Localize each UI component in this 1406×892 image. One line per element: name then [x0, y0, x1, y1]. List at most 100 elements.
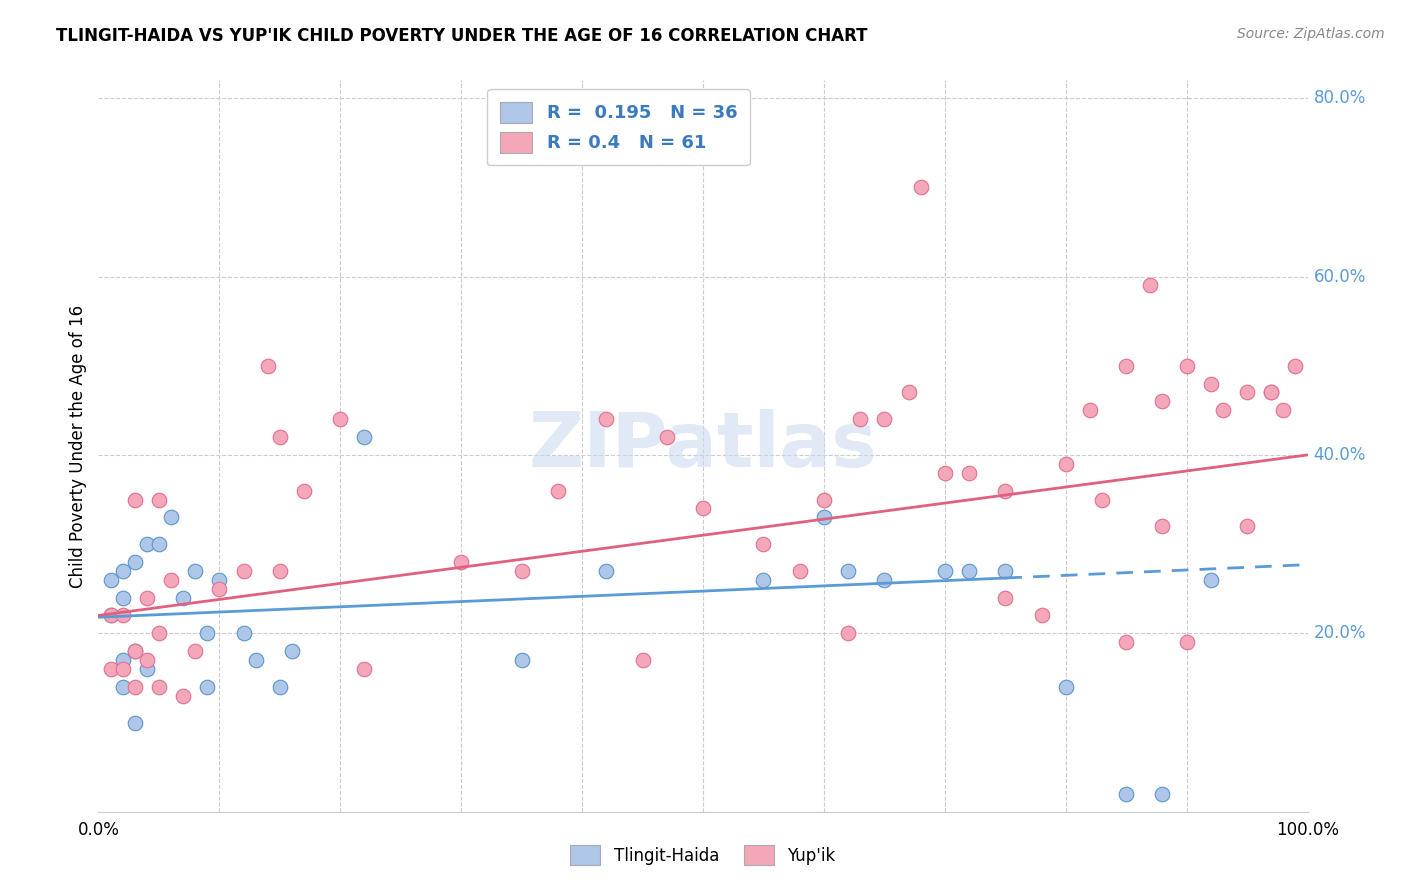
Point [184, 644, 207, 658]
Point [148, 492, 170, 507]
Point [1236, 385, 1258, 400]
Point [510, 564, 533, 578]
Point [245, 653, 267, 667]
Point [547, 483, 569, 498]
Point [124, 644, 146, 658]
Point [510, 653, 533, 667]
Point [172, 591, 194, 605]
Point [135, 591, 157, 605]
Point [910, 180, 932, 194]
Point [100, 573, 122, 587]
Point [897, 385, 920, 400]
Point [124, 644, 146, 658]
Point [111, 680, 134, 694]
Point [957, 564, 980, 578]
Point [1199, 376, 1222, 391]
Point [111, 608, 134, 623]
Point [450, 555, 472, 569]
Point [1139, 278, 1161, 293]
Point [837, 564, 859, 578]
Point [111, 662, 134, 676]
Point [148, 537, 170, 551]
Point [873, 573, 896, 587]
Point [692, 501, 714, 516]
Point [752, 537, 775, 551]
Text: 80.0%: 80.0% [1313, 89, 1367, 107]
Point [124, 715, 146, 730]
Point [232, 626, 254, 640]
Point [1152, 519, 1174, 533]
Text: 40.0%: 40.0% [1313, 446, 1367, 464]
Point [1260, 385, 1282, 400]
Point [111, 564, 134, 578]
Legend: Tlingit-Haida, Yup'ik: Tlingit-Haida, Yup'ik [561, 836, 845, 875]
Point [135, 653, 157, 667]
Point [1175, 635, 1198, 649]
Point [1152, 394, 1174, 409]
Point [124, 492, 146, 507]
Point [195, 680, 218, 694]
Point [124, 555, 146, 569]
Point [111, 653, 134, 667]
Text: Source: ZipAtlas.com: Source: ZipAtlas.com [1237, 27, 1385, 41]
Point [100, 662, 122, 676]
Point [1284, 359, 1306, 373]
Point [1091, 492, 1114, 507]
Point [934, 466, 956, 480]
Point [353, 430, 375, 444]
Text: ZIPatlas: ZIPatlas [529, 409, 877, 483]
Point [111, 591, 134, 605]
Point [1115, 635, 1137, 649]
Point [292, 483, 315, 498]
Point [184, 564, 207, 578]
Point [595, 412, 617, 426]
Point [849, 412, 872, 426]
Point [994, 591, 1017, 605]
Point [329, 412, 352, 426]
Point [208, 573, 231, 587]
Point [813, 492, 835, 507]
Point [353, 662, 375, 676]
Point [124, 680, 146, 694]
Point [232, 564, 254, 578]
Point [1031, 608, 1053, 623]
Text: TLINGIT-HAIDA VS YUP'IK CHILD POVERTY UNDER THE AGE OF 16 CORRELATION CHART: TLINGIT-HAIDA VS YUP'IK CHILD POVERTY UN… [56, 27, 868, 45]
Point [135, 662, 157, 676]
Point [994, 483, 1017, 498]
Point [1175, 359, 1198, 373]
Point [595, 564, 617, 578]
Point [873, 412, 896, 426]
Point [934, 564, 956, 578]
Point [1115, 787, 1137, 801]
Point [1054, 680, 1077, 694]
Point [1260, 385, 1282, 400]
Text: 60.0%: 60.0% [1313, 268, 1367, 285]
Legend: R =  0.195   N = 36, R = 0.4   N = 61: R = 0.195 N = 36, R = 0.4 N = 61 [486, 89, 749, 165]
Point [269, 680, 291, 694]
Point [195, 626, 218, 640]
Point [1115, 359, 1137, 373]
Point [208, 582, 231, 596]
Point [1054, 457, 1077, 471]
Point [160, 573, 183, 587]
Point [813, 510, 835, 524]
Point [1078, 403, 1101, 417]
Point [148, 626, 170, 640]
Point [269, 564, 291, 578]
Point [631, 653, 654, 667]
Point [789, 564, 811, 578]
Point [1152, 787, 1174, 801]
Point [160, 510, 183, 524]
Point [655, 430, 678, 444]
Point [269, 430, 291, 444]
Point [837, 626, 859, 640]
Point [281, 644, 304, 658]
Point [172, 689, 194, 703]
Point [1272, 403, 1295, 417]
Point [1199, 573, 1222, 587]
Point [957, 466, 980, 480]
Point [135, 537, 157, 551]
Text: 20.0%: 20.0% [1313, 624, 1367, 642]
Point [752, 573, 775, 587]
Y-axis label: Child Poverty Under the Age of 16: Child Poverty Under the Age of 16 [69, 304, 87, 588]
